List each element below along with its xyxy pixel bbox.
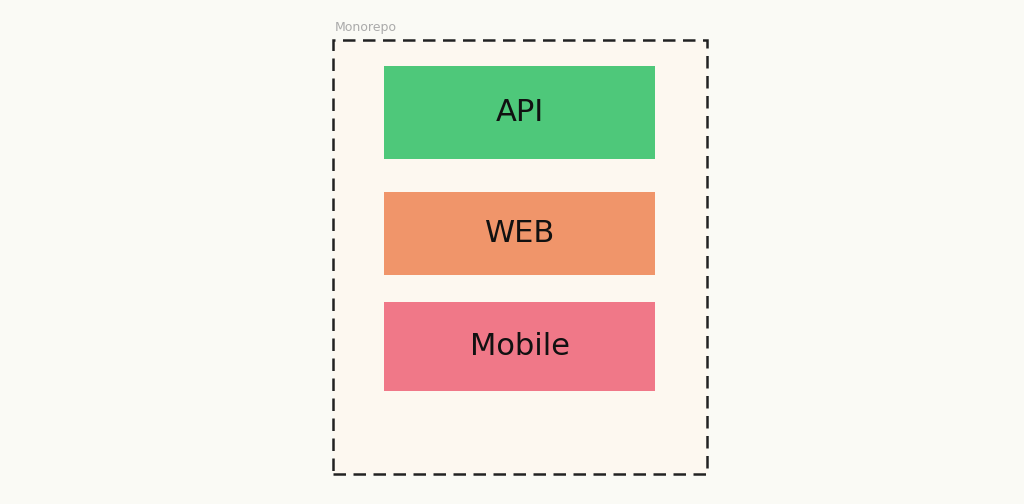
Text: Mobile: Mobile	[470, 332, 569, 361]
FancyBboxPatch shape	[384, 66, 655, 159]
Text: API: API	[496, 98, 544, 127]
FancyBboxPatch shape	[384, 302, 655, 391]
Text: Monorepo: Monorepo	[335, 21, 397, 34]
FancyBboxPatch shape	[384, 192, 655, 275]
Text: WEB: WEB	[484, 219, 555, 247]
FancyBboxPatch shape	[333, 40, 707, 474]
